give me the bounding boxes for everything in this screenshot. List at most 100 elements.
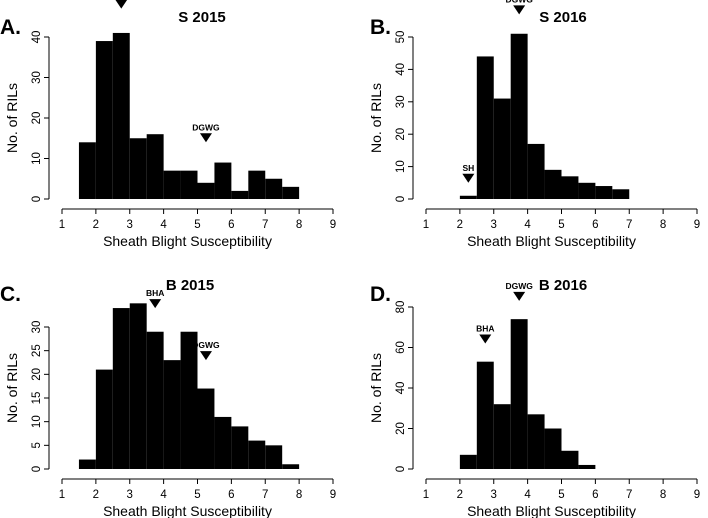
panel-a-title: S 2015 xyxy=(178,9,226,26)
panel-a-letter: A. xyxy=(0,16,21,39)
panel-c-x-tick-label: 3 xyxy=(127,489,133,501)
panel-d-bar xyxy=(527,414,545,469)
panel-d-x-tick-label: 6 xyxy=(592,489,598,501)
panel-d-x-tick-label: 8 xyxy=(660,489,666,501)
panel-a-y-tick-label: 40 xyxy=(31,31,43,44)
panel-c-bar xyxy=(163,360,181,469)
panel-d-marker-bha-icon xyxy=(479,334,492,344)
panel-b-marker-dgwg-icon xyxy=(513,5,526,15)
panel-d-marker-dgwg-icon xyxy=(513,291,526,301)
panel-c-y-tick-label: 5 xyxy=(31,442,43,448)
panel-c-marker-dgwg-icon xyxy=(199,351,212,361)
panel-a-bar xyxy=(248,170,266,199)
panel-a-x-tick-label: 3 xyxy=(127,219,133,231)
panel-b-bar xyxy=(459,195,477,199)
panel-c-y-tick-label: 0 xyxy=(31,466,43,472)
panel-b-marker-sh-label: SH xyxy=(462,163,474,173)
panel-b-bar xyxy=(612,189,630,199)
panel-b-x-tick-label: 4 xyxy=(524,219,531,231)
panel-b-x-tick-label: 5 xyxy=(558,219,564,231)
panel-c-bar xyxy=(78,459,96,469)
panel-d-x-tick-label: 4 xyxy=(524,489,531,501)
panel-d-x-tick-label: 1 xyxy=(423,489,429,501)
panel-c-letter: C. xyxy=(0,283,21,306)
panel-b-y-tick-label: 0 xyxy=(395,196,407,202)
panel-c-x-tick-label: 2 xyxy=(93,489,99,501)
panel-d-bar xyxy=(578,464,596,469)
panel-a-bar xyxy=(231,190,249,199)
panel-b-bar xyxy=(493,98,511,199)
panel-a-y-tick-label: 10 xyxy=(31,152,43,165)
panel-b-marker-sh-icon xyxy=(462,173,475,183)
panel-d-bar xyxy=(544,428,562,469)
panel-b-bar xyxy=(595,186,613,199)
panel-d-marker-dgwg-label: DGWG xyxy=(505,281,533,291)
panel-b-y-tick-label: 10 xyxy=(395,160,407,173)
panel-d-bar xyxy=(476,361,494,469)
panel-a-bar xyxy=(180,170,198,199)
panel-d-y-tick-label: 80 xyxy=(395,301,407,314)
panel-c-bar xyxy=(248,440,266,469)
panel-c-x-tick-label: 8 xyxy=(296,489,302,501)
panel-c-x-tick-label: 5 xyxy=(194,489,200,501)
panel-b-letter: B. xyxy=(370,16,391,39)
panel-b-bar xyxy=(510,33,528,200)
panel-a-marker-dgwg-label: DGWG xyxy=(192,122,220,132)
panel-d-y-tick-label: 40 xyxy=(395,382,407,395)
panel-c-marker-bha-label: BHA xyxy=(146,288,164,298)
panel-c-bar xyxy=(231,426,249,469)
panel-a-x-tick-label: 4 xyxy=(160,219,167,231)
panel-b-x-label: Sheath Blight Susceptibility xyxy=(467,233,636,249)
panel-b-x-tick-label: 2 xyxy=(457,219,463,231)
panel-d-bar xyxy=(561,450,579,469)
panel-c-x-tick-label: 4 xyxy=(160,489,167,501)
panel-d-letter: D. xyxy=(370,283,391,306)
panel-c-marker-dgwg-label: DGWG xyxy=(192,340,220,350)
panel-b-bar xyxy=(544,169,562,199)
panel-d-bar xyxy=(510,319,528,469)
panel-b-y-label: No. of RILs xyxy=(368,83,384,153)
panel-b-x-tick-label: 9 xyxy=(694,219,700,231)
panel-c-x-label: Sheath Blight Susceptibility xyxy=(103,503,272,518)
panel-d-x-label: Sheath Blight Susceptibility xyxy=(467,503,636,518)
panel-c-bar xyxy=(197,388,215,469)
panel-d-y-tick-label: 60 xyxy=(395,341,407,354)
panel-c-bar xyxy=(129,303,147,469)
panel-b-bar xyxy=(527,143,545,199)
panel-a-bar xyxy=(197,182,215,199)
panel-b-x-tick-label: 7 xyxy=(626,219,632,231)
panel-c-y-tick-label: 25 xyxy=(31,344,43,357)
panel-a-bar xyxy=(282,186,300,199)
panel-c-y-tick-label: 10 xyxy=(31,415,43,428)
panel-a-marker-dgwg-icon xyxy=(199,133,212,143)
panel-a-bar xyxy=(95,41,113,199)
panel-d-bar xyxy=(459,454,477,469)
panel-c-bar xyxy=(95,369,113,469)
panel-a-bar xyxy=(129,138,147,199)
panel-a-marker-sh-icon xyxy=(115,0,128,9)
panel-b-y-tick-label: 20 xyxy=(395,128,407,141)
panel-b-bar xyxy=(578,182,596,199)
panel-a-bar xyxy=(265,178,283,199)
panel-c-bar xyxy=(112,308,130,469)
panel-b-bar xyxy=(561,176,579,199)
panel-c-x-tick-label: 1 xyxy=(59,489,65,501)
panel-a-bar xyxy=(112,32,130,200)
panel-c-bar xyxy=(146,331,164,469)
panel-d-x-tick-label: 7 xyxy=(626,489,632,501)
panel-d-bar xyxy=(493,404,511,469)
panel-c-x-tick-label: 6 xyxy=(228,489,234,501)
panel-c-bar xyxy=(214,416,232,469)
panel-b-y-tick-label: 50 xyxy=(395,31,407,44)
panel-c-title: B 2015 xyxy=(166,277,214,294)
panel-c-bar xyxy=(282,464,300,469)
panel-c-x-tick-label: 7 xyxy=(262,489,268,501)
panel-a-bar xyxy=(163,170,181,199)
panel-b-marker-dgwg-label: DGWG xyxy=(505,0,533,4)
panel-d-y-label: No. of RILs xyxy=(368,353,384,423)
panel-a-y-tick-label: 30 xyxy=(31,71,43,84)
panel-c-y-label: No. of RILs xyxy=(4,353,20,423)
panel-b-bar xyxy=(476,56,494,199)
panel-a-x-tick-label: 6 xyxy=(228,219,234,231)
